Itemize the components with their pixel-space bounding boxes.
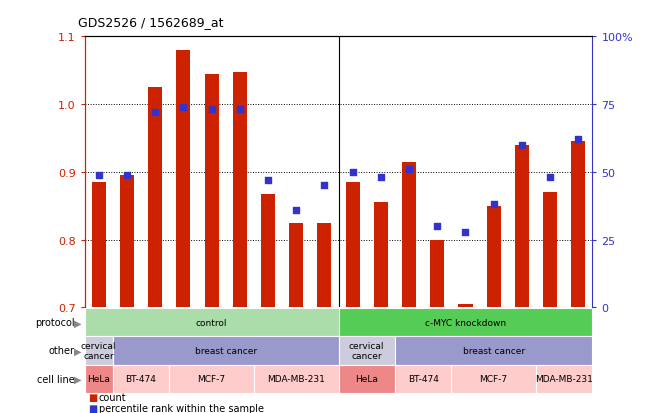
- Text: cervical
cancer: cervical cancer: [349, 341, 385, 360]
- Text: ■: ■: [88, 403, 97, 413]
- Bar: [395, 337, 592, 365]
- Text: other: other: [49, 346, 75, 356]
- Bar: [85, 309, 339, 337]
- Text: count: count: [99, 392, 126, 402]
- Point: [404, 166, 414, 173]
- Text: MCF-7: MCF-7: [197, 374, 226, 383]
- Point: [94, 172, 104, 178]
- Point: [376, 175, 386, 181]
- Bar: [233, 72, 247, 308]
- Text: HeLa: HeLa: [355, 374, 378, 383]
- Text: breast cancer: breast cancer: [195, 346, 256, 355]
- Point: [460, 229, 471, 235]
- Bar: [572, 142, 585, 308]
- Bar: [261, 194, 275, 308]
- Bar: [458, 304, 473, 308]
- Bar: [339, 309, 592, 337]
- Text: cervical
cancer: cervical cancer: [81, 341, 117, 360]
- Text: MDA-MB-231: MDA-MB-231: [535, 374, 593, 383]
- Bar: [169, 365, 254, 393]
- Bar: [339, 337, 395, 365]
- Bar: [204, 74, 219, 308]
- Text: control: control: [196, 318, 227, 327]
- Point: [517, 142, 527, 149]
- Bar: [430, 240, 444, 308]
- Point: [319, 183, 329, 189]
- Bar: [395, 365, 451, 393]
- Point: [178, 104, 189, 111]
- Bar: [113, 365, 169, 393]
- Bar: [339, 365, 395, 393]
- Point: [206, 107, 217, 114]
- Text: ▶: ▶: [74, 346, 81, 356]
- Bar: [317, 223, 331, 308]
- Point: [488, 202, 499, 208]
- Point: [573, 137, 583, 143]
- Bar: [254, 365, 339, 393]
- Point: [348, 169, 358, 176]
- Text: breast cancer: breast cancer: [463, 346, 525, 355]
- Bar: [487, 206, 501, 308]
- Text: GDS2526 / 1562689_at: GDS2526 / 1562689_at: [78, 16, 224, 29]
- Text: cell line: cell line: [37, 374, 75, 384]
- Point: [291, 207, 301, 214]
- Bar: [85, 365, 113, 393]
- Text: c-MYC knockdown: c-MYC knockdown: [425, 318, 506, 327]
- Text: HeLa: HeLa: [87, 374, 110, 383]
- Point: [545, 175, 555, 181]
- Bar: [289, 223, 303, 308]
- Point: [432, 223, 443, 230]
- Bar: [515, 145, 529, 308]
- Text: BT-474: BT-474: [408, 374, 439, 383]
- Text: percentile rank within the sample: percentile rank within the sample: [99, 403, 264, 413]
- Bar: [346, 183, 359, 308]
- Bar: [92, 183, 106, 308]
- Text: ▶: ▶: [74, 374, 81, 384]
- Text: ▶: ▶: [74, 318, 81, 328]
- Text: protocol: protocol: [35, 318, 75, 328]
- Bar: [543, 193, 557, 308]
- Point: [150, 109, 160, 116]
- Bar: [85, 337, 113, 365]
- Text: BT-474: BT-474: [126, 374, 156, 383]
- Bar: [536, 365, 592, 393]
- Text: ■: ■: [88, 392, 97, 402]
- Bar: [113, 337, 339, 365]
- Point: [234, 107, 245, 114]
- Bar: [402, 162, 416, 308]
- Point: [122, 172, 132, 178]
- Point: [263, 177, 273, 184]
- Bar: [148, 88, 162, 308]
- Bar: [120, 176, 134, 308]
- Bar: [374, 203, 388, 308]
- Text: MDA-MB-231: MDA-MB-231: [268, 374, 325, 383]
- Bar: [176, 51, 190, 308]
- Text: MCF-7: MCF-7: [480, 374, 508, 383]
- Bar: [451, 365, 536, 393]
